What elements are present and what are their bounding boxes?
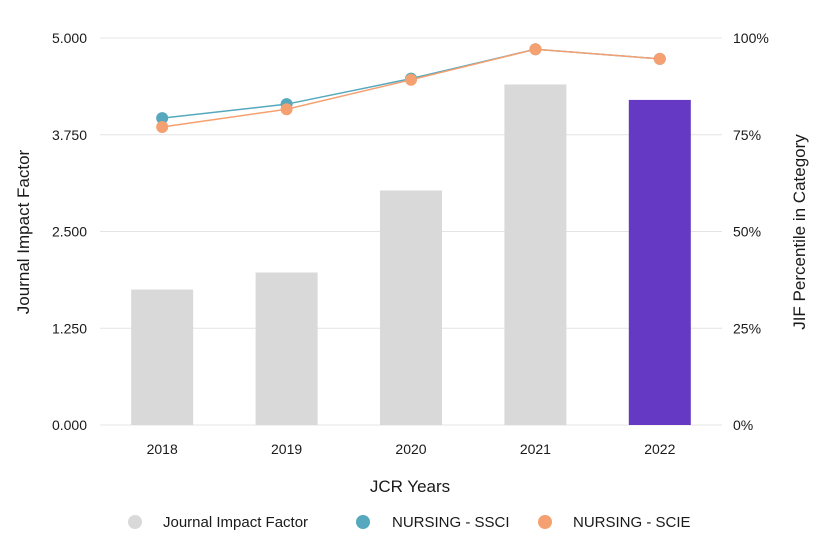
y-tick-label: 5.000 [52, 30, 87, 46]
tick-labels: 0.000 0% 1.250 25% 2.500 50% 3.750 75% 5.000 100%… [52, 30, 769, 457]
legend-item-nursing-scie[interactable]: NURSING - SCIE [538, 514, 691, 531]
bar-2018[interactable] [131, 289, 194, 425]
percentile-lines [156, 43, 666, 134]
x-axis-title: JCR Years [370, 477, 450, 496]
y-axis-title: Journal Impact Factor [14, 149, 33, 314]
point-nursing-scie-2021[interactable] [529, 43, 542, 56]
bar-2019[interactable] [255, 272, 318, 425]
x-tick-label: 2020 [395, 441, 426, 457]
point-nursing-scie-2018[interactable] [156, 121, 169, 134]
y-tick-label: 1.250 [52, 320, 87, 336]
legend-marker-nursing-ssci [356, 515, 370, 529]
legend-label-journal-impact-factor: Journal Impact Factor [163, 514, 308, 531]
point-nursing-ssci-2018[interactable] [156, 112, 169, 125]
y2-tick-label: 50% [733, 224, 761, 240]
legend-item-nursing-ssci[interactable]: NURSING - SSCI [356, 514, 510, 531]
bar-2021[interactable] [504, 84, 567, 425]
x-tick-label: 2019 [271, 441, 302, 457]
bars [131, 84, 691, 426]
point-nursing-scie-2019[interactable] [280, 103, 293, 116]
y2-tick-label: 75% [733, 127, 761, 143]
x-tick-label: 2022 [644, 441, 675, 457]
x-tick-label: 2021 [520, 441, 551, 457]
point-nursing-scie-2022[interactable] [653, 52, 666, 65]
line-nursing-scie [162, 48, 660, 128]
legend-item-journal-impact-factor[interactable]: Journal Impact Factor [128, 514, 308, 531]
bar-2020[interactable] [380, 190, 442, 425]
legend-marker-journal-impact-factor [128, 515, 142, 529]
x-tick-label: 2018 [147, 441, 178, 457]
y-tick-label: 0.000 [52, 417, 87, 433]
legend-marker-nursing-scie [538, 515, 552, 529]
legend-label-nursing-ssci: NURSING - SSCI [392, 514, 510, 531]
y2-axis-title: JIF Percentile in Category [790, 134, 809, 330]
y2-tick-label: 0% [733, 417, 753, 433]
y2-tick-label: 25% [733, 320, 761, 336]
point-nursing-scie-2020[interactable] [405, 73, 417, 86]
bar-2022[interactable] [628, 99, 691, 426]
y-tick-label: 2.500 [52, 224, 87, 240]
y2-tick-label: 100% [733, 30, 769, 46]
y-tick-label: 3.750 [52, 127, 87, 143]
legend-label-nursing-scie: NURSING - SCIE [573, 514, 691, 531]
legend: Journal Impact Factor NURSING - SSCI NUR… [128, 514, 691, 531]
